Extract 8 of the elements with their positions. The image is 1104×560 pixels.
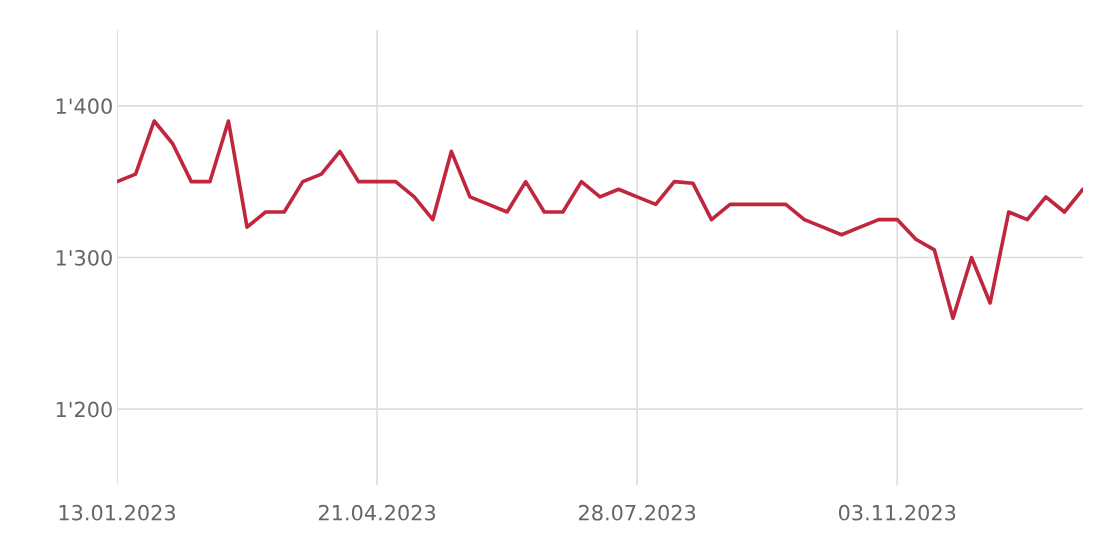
y-tick-label: 1'200 xyxy=(56,401,112,418)
x-tick-label: 13.01.2023 xyxy=(59,504,175,521)
x-tick-label: 21.04.2023 xyxy=(318,504,436,521)
x-tick-label: 28.07.2023 xyxy=(579,504,696,521)
y-tick-label: 1'400 xyxy=(56,98,112,115)
x-tick-label: 03.11.2023 xyxy=(838,504,956,521)
y-tick-label: 1'300 xyxy=(56,249,112,266)
line-series xyxy=(117,119,1083,320)
